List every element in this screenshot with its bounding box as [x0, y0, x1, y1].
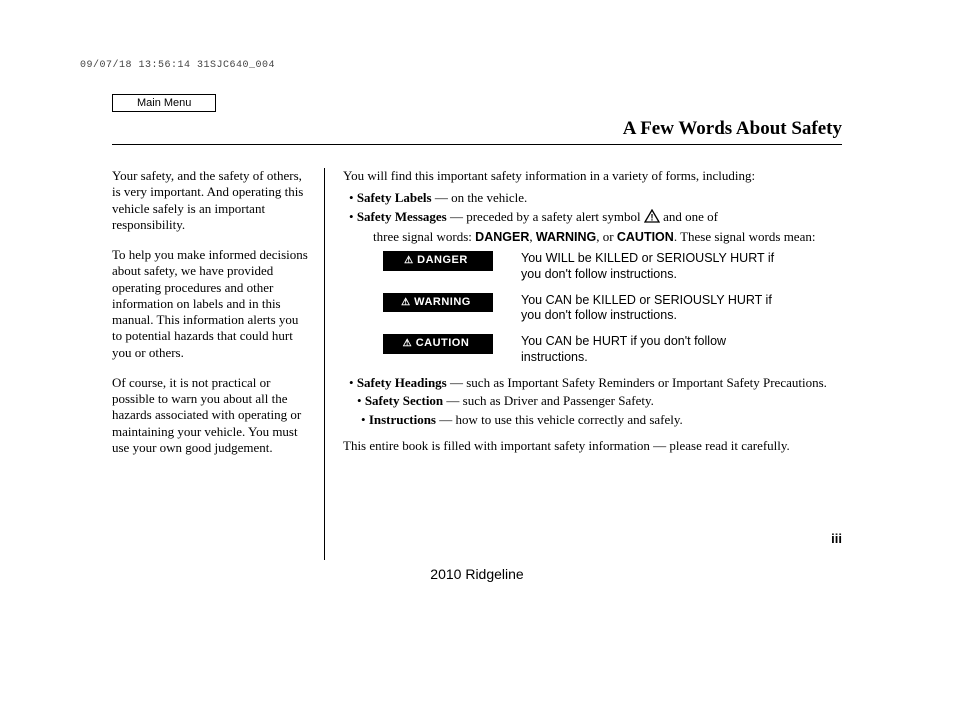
warning-text: You CAN be KILLED or SERIOUSLY HURT if y… — [521, 293, 781, 324]
bullet-safety-section: Safety Section — such as Driver and Pass… — [357, 393, 842, 409]
caution-text: You CAN be HURT if you don't follow inst… — [521, 334, 781, 365]
section-bold: Safety Section — [365, 393, 443, 408]
left-p2: To help you make informed decisions abou… — [112, 247, 310, 361]
right-column: You will find this important safety info… — [329, 168, 842, 560]
warning-triangle-icon: ⚠ — [401, 297, 410, 308]
danger-triangle-icon: ⚠ — [404, 255, 413, 266]
headings-suffix: — such as Important Safety Reminders or … — [447, 375, 827, 390]
word-warning: WARNING — [536, 230, 596, 244]
messages-bold: Safety Messages — [357, 209, 447, 224]
bullet-safety-headings: Safety Headings — such as Important Safe… — [349, 375, 842, 391]
danger-row: ⚠ DANGER You WILL be KILLED or SERIOUSLY… — [383, 251, 842, 282]
page-title: A Few Words About Safety — [623, 118, 842, 140]
alert-triangle-icon: ! — [644, 209, 660, 227]
messages-line2: three signal words: DANGER, WARNING, or … — [373, 229, 842, 246]
page-number: iii — [831, 531, 842, 546]
main-menu-button[interactable]: Main Menu — [112, 94, 216, 112]
header-timestamp: 09/07/18 13:56:14 31SJC640_004 — [80, 60, 275, 71]
warning-box-label: WARNING — [414, 296, 471, 308]
caution-box: ⚠ CAUTION — [383, 334, 493, 354]
bullet-safety-messages: Safety Messages — preceded by a safety a… — [349, 209, 842, 227]
right-intro: You will find this important safety info… — [343, 168, 842, 184]
labels-bold: Safety Labels — [357, 190, 432, 205]
danger-text: You WILL be KILLED or SERIOUSLY HURT if … — [521, 251, 781, 282]
left-column: Your safety, and the safety of others, i… — [112, 168, 324, 560]
messages-tail: and one of — [660, 209, 718, 224]
danger-box: ⚠ DANGER — [383, 251, 493, 271]
warning-row: ⚠ WARNING You CAN be KILLED or SERIOUSLY… — [383, 293, 842, 324]
messages-line2a: three signal words: — [373, 229, 475, 244]
instructions-bold: Instructions — [369, 412, 436, 427]
warning-box: ⚠ WARNING — [383, 293, 493, 313]
caution-row: ⚠ CAUTION You CAN be HURT if you don't f… — [383, 334, 842, 365]
word-danger: DANGER — [475, 230, 529, 244]
left-p3: Of course, it is not practical or possib… — [112, 375, 310, 456]
caution-box-label: CAUTION — [416, 337, 470, 349]
labels-suffix: — on the vehicle. — [432, 190, 528, 205]
svg-text:!: ! — [650, 212, 653, 222]
closing-paragraph: This entire book is filled with importan… — [343, 438, 842, 454]
bullet-instructions: Instructions — how to use this vehicle c… — [361, 412, 842, 428]
headings-bold: Safety Headings — [357, 375, 447, 390]
left-p1: Your safety, and the safety of others, i… — [112, 168, 310, 233]
bullet-safety-labels: Safety Labels — on the vehicle. — [349, 190, 842, 206]
column-divider — [324, 168, 325, 560]
instructions-suffix: — how to use this vehicle correctly and … — [436, 412, 683, 427]
content-area: Your safety, and the safety of others, i… — [112, 168, 842, 560]
messages-mid: — preceded by a safety alert symbol — [447, 209, 644, 224]
title-underline — [112, 144, 842, 145]
footer-model: 2010 Ridgeline — [0, 566, 954, 582]
caution-triangle-icon: ⚠ — [403, 338, 412, 349]
section-suffix: — such as Driver and Passenger Safety. — [443, 393, 654, 408]
danger-box-label: DANGER — [417, 254, 468, 266]
word-caution: CAUTION — [617, 230, 674, 244]
messages-line2b: . These signal words mean: — [674, 229, 816, 244]
